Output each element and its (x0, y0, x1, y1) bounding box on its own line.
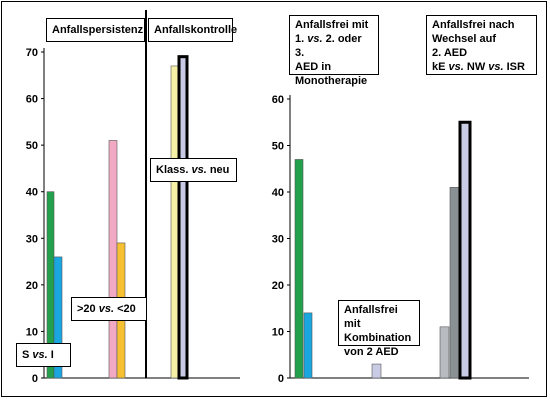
header-anfallspersistenz: Anfallspersistenz (46, 18, 145, 42)
y-tick-label-left: 50 (26, 140, 38, 152)
y-tick-label-right: 10 (272, 327, 284, 339)
annotation-s-vs-i: S vs. I (16, 343, 71, 367)
bar-left-1-0 (108, 140, 118, 379)
y-tick-label-left: 10 (26, 326, 38, 338)
bar-left-0-1 (53, 256, 63, 379)
bar-right-1-0 (371, 363, 382, 379)
y-tick-label-left: 30 (26, 233, 38, 245)
y-tick-label-right: 40 (272, 187, 284, 199)
y-tick-label-right: 50 (272, 141, 284, 153)
y-tick-label-right: 20 (272, 280, 284, 292)
bar-left-2-1 (177, 55, 189, 380)
bar-left-2-0 (170, 65, 179, 379)
bar-right-2-2 (458, 120, 472, 380)
y-tick-label-left: 70 (26, 47, 38, 59)
y-tick-label-right: 0 (278, 373, 284, 385)
y-tick-label-left: 0 (32, 373, 38, 385)
annotation-wechsel: Anfallsfrei nach Wechsel auf 2. AED kE vs. … (426, 15, 537, 75)
annotation-klass-vs-neu: Klass. vs. neu (150, 158, 237, 182)
bar-right-0-0 (294, 159, 304, 379)
y-tick-label-left: 40 (26, 187, 38, 199)
y-tick-label-left: 60 (26, 94, 38, 106)
y-tick-label-right: 60 (272, 94, 284, 106)
y-tick-label-right: 30 (272, 234, 284, 246)
bar-right-2-1 (449, 187, 460, 379)
annotation-monotherapie: Anfallsfrei mit 1. vs. 2. oder 3. AED in Mo… (289, 15, 379, 87)
bar-right-2-0 (439, 326, 450, 379)
annotation-kombination: Anfallsfrei mit Kombination von 2 AED (338, 300, 420, 358)
annotation-20-vs-20: >20 vs. <20 (71, 297, 147, 321)
y-tick-label-left: 20 (26, 280, 38, 292)
bar-right-0-1 (303, 312, 313, 379)
header-anfallskontrolle: Anfallskontrolle (148, 18, 237, 42)
